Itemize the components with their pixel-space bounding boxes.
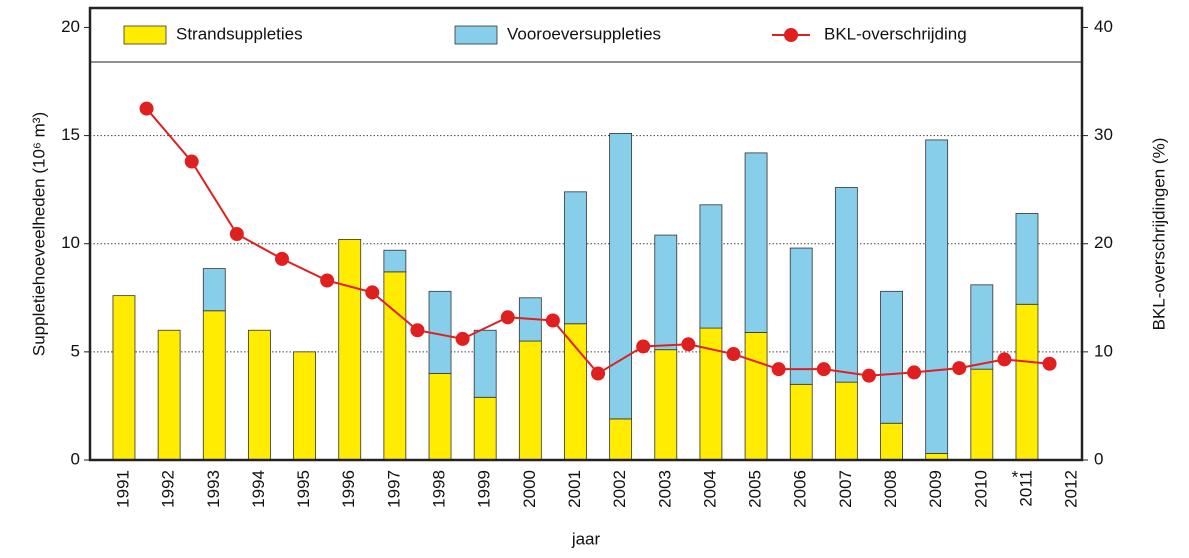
line-point xyxy=(816,362,831,377)
line-point xyxy=(365,285,380,300)
x-tick-label: 2008 xyxy=(881,470,900,508)
line-point xyxy=(139,101,154,116)
y2-tick-label: 40 xyxy=(1094,17,1113,36)
legend-label: Vooroeversuppleties xyxy=(507,24,661,43)
y-tick-label: 5 xyxy=(71,341,80,360)
bar-segment xyxy=(880,290,903,424)
x-tick-label: 1999 xyxy=(475,470,494,508)
bar-segment xyxy=(112,295,136,461)
bar-segment xyxy=(383,271,407,461)
line-point xyxy=(229,227,244,241)
x-tick-label: 2004 xyxy=(700,470,719,508)
line-point xyxy=(952,361,967,376)
x-tick-label: 2012 xyxy=(1062,470,1081,508)
bar-segment xyxy=(564,323,587,461)
line-point xyxy=(275,251,289,266)
bar-segment xyxy=(202,310,226,461)
legend-label: BKL-overschrijding xyxy=(824,24,967,43)
y2-tick-label: 10 xyxy=(1094,341,1113,360)
bar-segment xyxy=(202,268,226,312)
line-point xyxy=(1042,356,1057,371)
x-tick-label: 1993 xyxy=(204,470,223,508)
bar-segment xyxy=(925,139,949,454)
y2-tick-label: 30 xyxy=(1094,125,1113,144)
x-tick-label: 2000 xyxy=(520,470,539,508)
line-point xyxy=(636,339,651,354)
line-point xyxy=(320,273,335,288)
bar-segment xyxy=(518,340,542,461)
bar-segment xyxy=(789,247,813,385)
legend-label: Strandsuppleties xyxy=(176,24,303,43)
x-tick-label: 2003 xyxy=(655,470,674,508)
y2-tick-label: 20 xyxy=(1094,233,1113,252)
line-point xyxy=(861,368,876,383)
bar-segment xyxy=(609,133,633,420)
x-tick-label: 2002 xyxy=(610,470,629,508)
x-tick-label: 1997 xyxy=(384,470,403,508)
bar-segment xyxy=(473,329,497,398)
y-tick-label: 20 xyxy=(61,17,80,36)
y-axis-label: Suppletiehoeveelheden (10⁶ m³) xyxy=(29,112,48,356)
legend-swatch xyxy=(454,25,498,45)
bar-segment xyxy=(383,249,407,273)
bar-segment xyxy=(293,351,316,461)
legend-marker xyxy=(784,28,798,42)
bar-segment xyxy=(157,329,181,461)
y2-tick-label: 0 xyxy=(1094,449,1103,468)
bar-segment xyxy=(744,152,768,333)
y-tick-label: 10 xyxy=(61,233,80,252)
line-point xyxy=(681,337,696,352)
line-point xyxy=(410,323,425,338)
y-tick-label: 15 xyxy=(61,125,80,144)
bar-segment xyxy=(338,239,362,461)
x-tick-label: 1998 xyxy=(430,470,449,508)
bar-segment xyxy=(654,234,678,351)
line-point xyxy=(545,313,560,328)
x-tick-label: 2010 xyxy=(971,470,990,508)
x-tick-label: 2006 xyxy=(791,470,810,508)
bar-segment xyxy=(654,349,678,461)
line-point xyxy=(771,362,786,377)
bar-segment xyxy=(834,381,858,461)
x-tick-label: 1996 xyxy=(339,470,358,508)
x-axis-label: jaar xyxy=(571,529,601,548)
x-tick-label: 2001 xyxy=(565,470,584,508)
x-tick-label: 2007 xyxy=(836,470,855,508)
line-point xyxy=(184,154,199,169)
y2-axis-label: BKL-overschrijdingen (%) xyxy=(1149,138,1168,331)
x-tick-label: 1995 xyxy=(294,470,313,508)
annotation: * xyxy=(1012,467,1019,486)
y-tick-label: 0 xyxy=(71,449,80,468)
bar-segment xyxy=(609,418,633,461)
x-tick-label: 2009 xyxy=(926,470,945,508)
bar-segment xyxy=(880,422,903,461)
line-point xyxy=(997,352,1012,367)
plot-frame xyxy=(88,6,1084,462)
line xyxy=(145,107,1050,377)
legend-swatch xyxy=(123,25,167,45)
x-tick-label: 1992 xyxy=(159,470,178,508)
bar-segment xyxy=(1015,213,1039,305)
x-tick-label: 1991 xyxy=(113,470,132,508)
line-point xyxy=(907,365,922,380)
bar-segment xyxy=(248,329,271,461)
bar-segment xyxy=(834,187,858,383)
x-tick-label: 2005 xyxy=(746,470,765,508)
line-point xyxy=(455,331,470,346)
line-point xyxy=(726,347,741,362)
bar-segment xyxy=(789,383,813,461)
bar-segment xyxy=(970,284,994,370)
bar-segment xyxy=(428,373,452,461)
bar-segment xyxy=(473,396,497,461)
bar-segment xyxy=(970,368,994,461)
x-tick-label: 2011 xyxy=(1016,470,1035,507)
bar-segment xyxy=(699,204,723,329)
bar-segment xyxy=(744,332,768,461)
x-tick-label: 1994 xyxy=(249,470,268,508)
line-point xyxy=(500,310,515,325)
line-point xyxy=(591,366,606,381)
bar-segment xyxy=(1015,303,1039,461)
bar-segment xyxy=(564,191,587,325)
